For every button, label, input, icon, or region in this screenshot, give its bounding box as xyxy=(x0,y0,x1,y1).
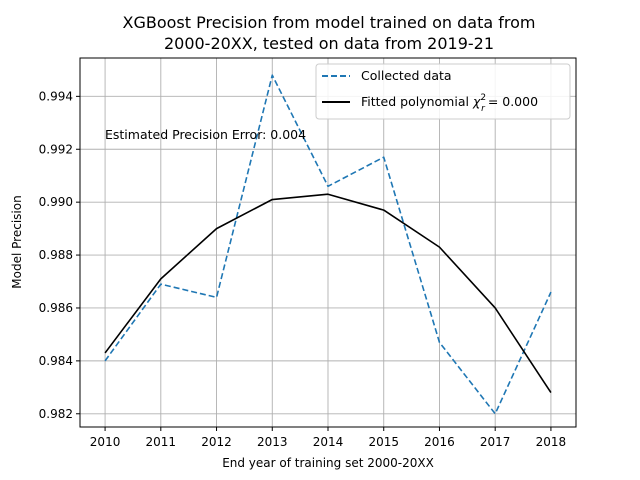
chi-squared-subscript: r xyxy=(481,104,486,114)
y-tick-label-0: 0.982 xyxy=(39,407,73,421)
x-tick-label-2017: 2017 xyxy=(480,435,511,449)
y-tick-label-6: 0.994 xyxy=(39,89,73,103)
legend-label-fitted-value: = 0.000 xyxy=(488,94,538,109)
axis-ticks: 2010 2011 2012 2013 2014 2015 2016 2017 2018 0.98… xyxy=(39,89,567,449)
x-tick-label-2018: 2018 xyxy=(536,435,567,449)
y-tick-label-5: 0.992 xyxy=(39,142,73,156)
chi-squared-symbol: χ xyxy=(472,94,481,109)
y-axis-label: Model Precision xyxy=(10,195,24,288)
series-layer xyxy=(104,74,552,415)
legend-box xyxy=(315,63,571,120)
series-line-collected-data xyxy=(104,74,552,415)
x-tick-label-2013: 2013 xyxy=(257,435,288,449)
annotation-precision-error: Estimated Precision Error: 0.004 xyxy=(105,127,306,142)
legend-label-collected: Collected data xyxy=(361,68,452,83)
legend-label-fitted-name: Fitted polynomial xyxy=(361,94,469,109)
x-tick-label-2014: 2014 xyxy=(313,435,344,449)
x-tick-label-2012: 2012 xyxy=(201,435,232,449)
plot-frame xyxy=(79,57,577,428)
x-tick-label-2011: 2011 xyxy=(146,435,177,449)
legend-label-fitted: Fitted polynomial χ2 r = 0.000 xyxy=(361,93,538,114)
chart-title-line-1: XGBoost Precision from model trained on … xyxy=(122,13,535,32)
chart-title-line-2: 2000-20XX, tested on data from 2019-21 xyxy=(164,34,494,53)
y-tick-label-2: 0.986 xyxy=(39,301,73,315)
x-tick-label-2016: 2016 xyxy=(424,435,455,449)
legend: Collected data Fitted polynomial χ2 r = 0.0… xyxy=(315,63,571,120)
chi-squared-superscript: 2 xyxy=(480,93,486,103)
x-tick-label-2015: 2015 xyxy=(368,435,399,449)
x-tick-label-2010: 2010 xyxy=(90,435,121,449)
y-tick-label-4: 0.990 xyxy=(39,195,73,209)
x-axis-label: End year of training set 2000-20XX xyxy=(222,456,434,470)
y-tick-label-3: 0.988 xyxy=(39,248,73,262)
y-tick-label-1: 0.984 xyxy=(39,354,73,368)
series-line-fitted-polynomial xyxy=(104,193,552,394)
